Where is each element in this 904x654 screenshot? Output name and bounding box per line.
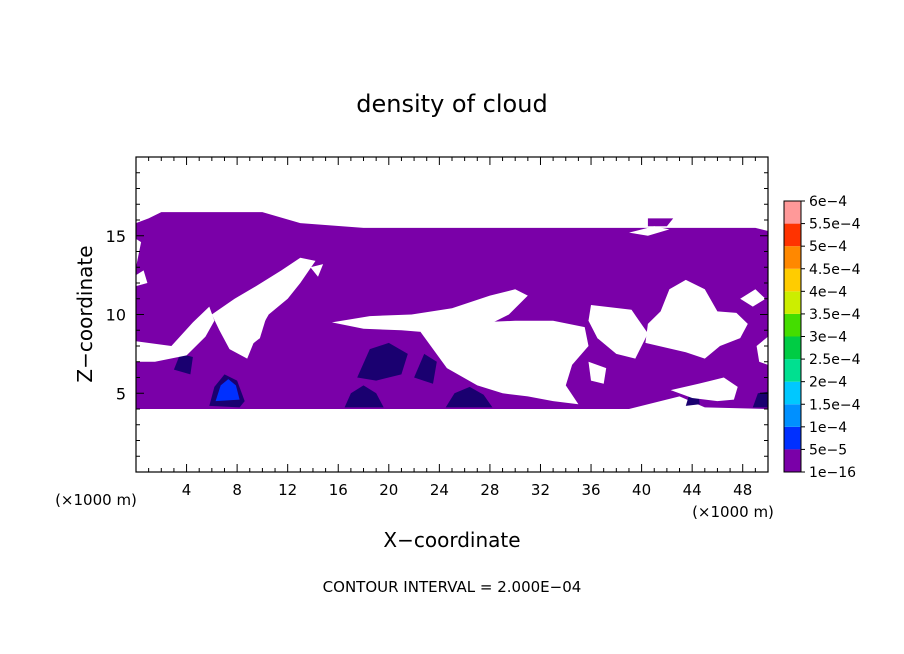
x-tick-label: 12 [278, 481, 297, 499]
contour-region-5 [357, 342, 408, 381]
x-tick-label: 24 [430, 481, 449, 499]
x-unit-left: (×1000 m) [55, 491, 137, 509]
colorbar-frame [783, 200, 802, 473]
colorbar-swatch [784, 381, 801, 405]
colorbar-label: 1e−16 [809, 465, 856, 481]
contour-region-9 [752, 391, 768, 408]
colorbar: 1e−16 5e−5 1e−4 1.5e−4 2e−4 2.5e−4 3e−4 3.5e−4 4… [783, 194, 861, 481]
colorbar-label: 1.5e−4 [809, 397, 861, 413]
colorbar-swatch [784, 246, 801, 269]
clear-air-gap-7 [588, 305, 648, 359]
colorbar-bottom-swatch [784, 449, 801, 472]
colorbar-label: 4.5e−4 [809, 262, 861, 278]
colorbar-label: 2.5e−4 [809, 352, 861, 368]
clear-air-gaps [136, 226, 768, 405]
clear-air-gap-13 [629, 226, 670, 236]
contour-region-6 [414, 353, 437, 384]
x-tick-label: 28 [480, 481, 499, 499]
y-tick-label: 15 [106, 227, 126, 246]
colorbar-swatch [784, 268, 801, 292]
colorbar-label: 5e−4 [809, 239, 847, 255]
contour-region-7 [173, 353, 193, 375]
colorbar-top-swatch [784, 201, 801, 224]
x-tick-label: 20 [379, 481, 398, 499]
contour-region-2 [215, 379, 240, 402]
chart-title: density of cloud [356, 90, 547, 118]
x-tick-label: 48 [733, 481, 752, 499]
colorbar-label: 6e−4 [809, 194, 847, 210]
contour-region-4 [445, 386, 493, 408]
clear-air-gap-12 [756, 336, 768, 365]
clear-air-gap-14 [136, 238, 142, 268]
x-tick-label: 16 [329, 481, 348, 499]
x-tick-label: 32 [531, 481, 550, 499]
y-axis-label: Z−coordinate [73, 245, 97, 382]
x-axis-label: X−coordinate [383, 528, 520, 552]
y-tick-label: 5 [116, 384, 126, 403]
contour-region-3 [344, 385, 384, 408]
clear-air-gap-11 [740, 289, 766, 307]
clear-air-gap-0 [136, 306, 215, 362]
x-unit-right: (×1000 m) [692, 503, 774, 521]
colorbar-swatch [784, 426, 801, 450]
clear-air-gap-4 [310, 264, 324, 277]
clear-air-gap-3 [230, 311, 267, 350]
colorbar-label: 3.5e−4 [809, 307, 861, 323]
colorbar-swatch [784, 359, 801, 382]
colorbar-label: 4e−4 [809, 284, 847, 300]
colorbar-label: 1e−4 [809, 420, 847, 436]
contour-interval-footer: CONTOUR INTERVAL = 2.000E−04 [323, 578, 582, 596]
x-tick-label: 4 [182, 481, 192, 499]
colorbar-swatch [784, 291, 801, 314]
colorbar-label: 5.5e−4 [809, 217, 861, 233]
clear-air-gap-8 [588, 361, 607, 384]
clear-air-gap-1 [136, 270, 148, 287]
clear-air-gap-9 [645, 279, 748, 359]
colorbar-swatch [784, 404, 801, 427]
colorbar-swatch [784, 313, 801, 337]
colorbar-label: 3e−4 [809, 330, 847, 346]
scattered-region-1 [647, 218, 674, 227]
colorbar-swatch [784, 223, 801, 247]
x-tick-label: 40 [632, 481, 651, 499]
x-tick-label: 44 [683, 481, 702, 499]
colorbar-label: 2e−4 [809, 375, 847, 391]
clear-air-gap-10 [670, 377, 738, 402]
x-tick-label: 8 [232, 481, 242, 499]
y-axis-ticks: 5 10 15 [106, 156, 768, 473]
colorbar-label: 5e−5 [809, 442, 847, 458]
colorbar-swatch [784, 336, 801, 360]
y-tick-label: 10 [106, 306, 126, 325]
x-axis-ticks: 4 8 12 16 20 24 28 32 36 40 44 48 [135, 157, 769, 499]
clear-air-gap-6 [420, 320, 589, 405]
x-tick-label: 36 [581, 481, 600, 499]
